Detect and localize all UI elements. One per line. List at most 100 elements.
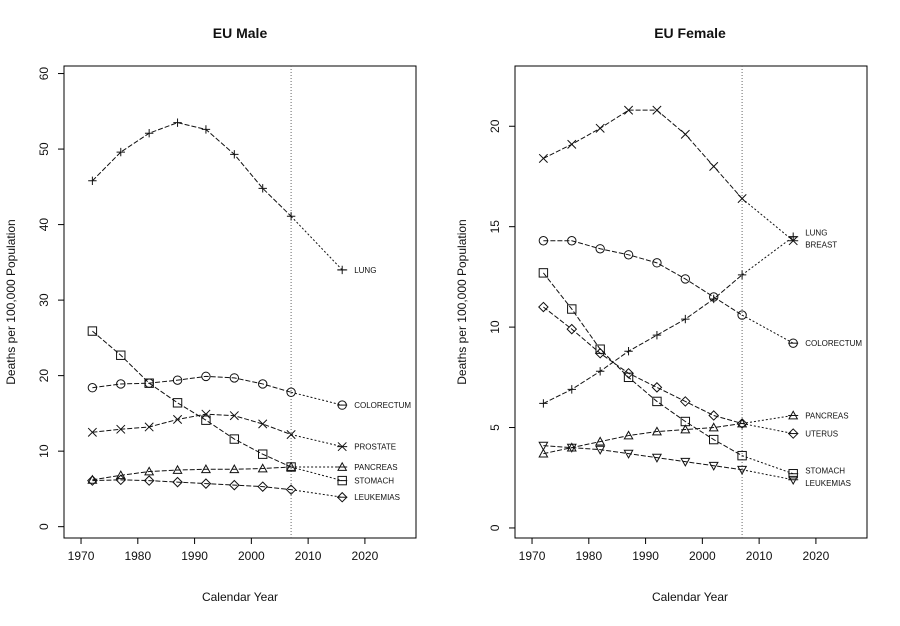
prediction-point [336,491,348,503]
data-point [595,344,605,354]
x-tick-label: 1990 [632,549,659,563]
y-tick-label: 10 [37,444,51,458]
x-tick-label: 2020 [352,549,379,563]
data-point [652,258,662,268]
data-point [229,464,240,474]
data-point [651,453,662,463]
series-breast: BREAST [538,105,837,250]
data-point [87,326,98,336]
series-label: LEUKEMIAS [354,493,400,502]
series-prostate: PROSTATE [87,409,396,452]
x-tick-label: 2000 [689,549,716,563]
data-point [144,422,154,432]
series-line [543,109,743,199]
prediction-point [787,428,799,439]
data-point [567,385,576,394]
x-tick-label: 1970 [68,549,95,563]
data-point [680,129,690,139]
series-line [92,375,292,393]
series-label: PROSTATE [354,443,396,452]
series-line [543,423,743,455]
data-point [736,418,748,429]
data-point [172,414,183,424]
data-point [680,274,691,284]
data-point [538,268,549,278]
y-tick-label: 60 [37,67,51,81]
data-point [286,429,296,440]
data-point [229,373,240,383]
x-tick-label: 1980 [575,549,602,563]
prediction-line [290,466,343,482]
series-line [542,272,743,457]
data-point [228,479,240,491]
x-tick-label: 1980 [124,549,151,563]
prediction-line [741,455,794,475]
prediction-line [291,489,343,498]
y-tick-label: 20 [488,119,502,133]
data-point [566,323,578,335]
data-point [567,304,577,314]
data-point [258,379,268,389]
data-point [595,244,605,254]
data-point [679,396,691,407]
data-point [172,375,183,385]
data-point [229,411,239,421]
y-tick-label: 15 [488,220,502,234]
data-point [567,139,577,149]
y-tick-label: 40 [37,218,51,232]
data-point [116,424,126,434]
series-label: COLORECTUM [354,401,411,410]
panel-eu-male: EU Male Calendar Year Deaths per 100,000… [4,25,417,604]
series-label: STOMACH [354,477,394,486]
series-uterus: UTERUS [538,301,838,439]
series-line [92,413,292,436]
y-axis-label: Deaths per 100,000 Population [4,219,18,384]
data-point [708,461,719,471]
series-line [92,479,292,491]
data-point [709,161,719,171]
data-point [538,441,549,451]
series-line [543,274,743,404]
prediction-line [742,423,794,435]
data-point [623,449,634,459]
prediction-line [290,391,343,406]
prediction-line [290,215,343,271]
data-point [87,475,98,486]
series-line [92,466,292,481]
data-point [737,465,748,475]
prediction-line [742,469,794,481]
series-label: PANCREAS [805,411,848,420]
series-line [92,122,292,217]
data-point [651,426,662,436]
data-point [737,450,747,461]
x-tick-label: 2000 [238,549,265,563]
prediction-line [741,236,794,276]
data-point [680,416,691,427]
y-tick-label: 50 [37,142,51,156]
data-point [144,129,154,138]
series-stomach: STOMACH [538,268,845,479]
chart-title: EU Female [654,25,726,41]
data-point [286,212,296,221]
data-point [173,118,182,127]
prediction-line [290,434,343,448]
plot-frame [514,65,868,539]
data-point [566,443,577,453]
prediction-line [741,198,794,242]
data-point [652,396,662,407]
series-lung: LUNG [539,229,827,408]
data-point [258,419,268,429]
series-line [543,240,743,316]
series-label: UTERUS [805,430,838,439]
data-point [87,427,97,437]
y-tick-label: 5 [488,424,502,431]
data-point [623,372,634,383]
x-axis-label: Calendar Year [202,590,278,604]
series-line [92,330,292,468]
data-point [172,398,183,408]
series-pancreas: PANCREAS [538,410,849,458]
data-point [709,434,719,445]
data-point [201,415,211,425]
data-point [286,462,296,472]
